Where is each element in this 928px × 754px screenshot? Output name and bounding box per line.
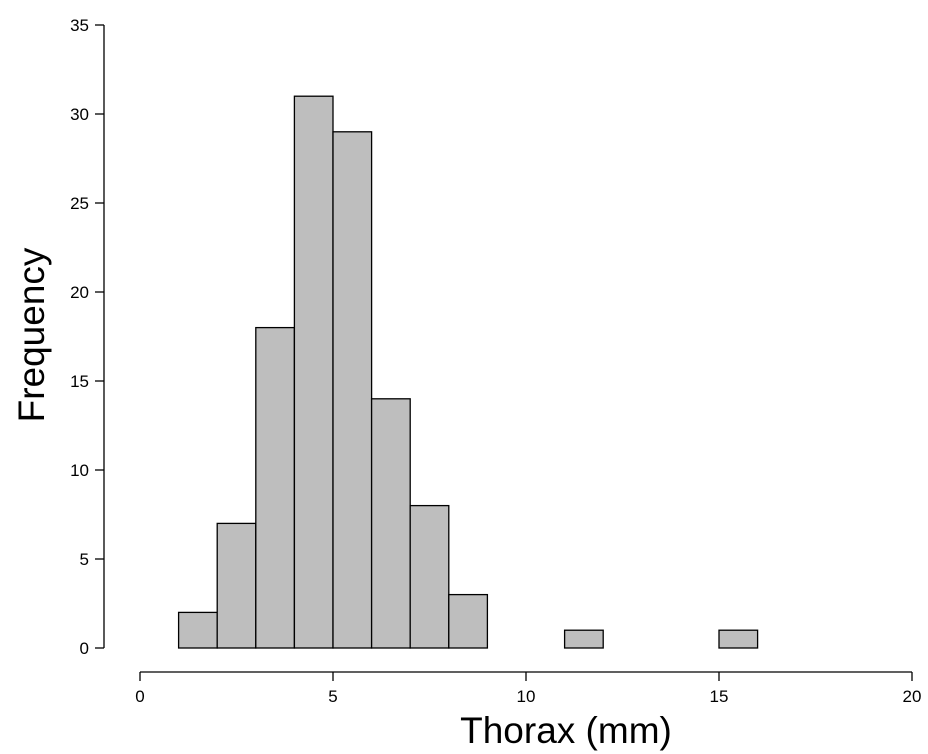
- histogram-bar: [718, 629, 759, 649]
- histogram-bar: [332, 131, 373, 649]
- x-axis-title: Thorax (mm): [460, 710, 672, 751]
- x-tick-label: 0: [135, 687, 144, 706]
- x-axis: 0 5 10 15 20: [135, 671, 922, 706]
- histogram-bar: [370, 398, 411, 649]
- y-tick-label: 25: [70, 194, 89, 213]
- histogram-bar: [563, 629, 604, 649]
- y-tick-label: 10: [70, 461, 89, 480]
- histogram-bar: [293, 95, 334, 649]
- y-tick-label: 20: [70, 283, 89, 302]
- y-axis: 0 5 10 15 20 25 30 35: [70, 16, 105, 658]
- y-tick-label: 35: [70, 16, 89, 35]
- x-tick-label: 5: [328, 687, 337, 706]
- histogram-bar: [448, 593, 489, 649]
- histogram-bar: [255, 326, 296, 649]
- y-axis-title: Frequency: [11, 247, 52, 422]
- histogram-bars: [177, 95, 759, 649]
- histogram-bar: [216, 522, 257, 649]
- y-tick-label: 0: [80, 639, 89, 658]
- y-tick-label: 5: [80, 550, 89, 569]
- x-tick-label: 10: [517, 687, 536, 706]
- y-tick-label: 30: [70, 105, 89, 124]
- x-tick-label: 20: [903, 687, 922, 706]
- histogram-bar: [409, 504, 450, 649]
- x-tick-label: 15: [710, 687, 729, 706]
- y-tick-label: 15: [70, 372, 89, 391]
- histogram-bar: [177, 611, 218, 649]
